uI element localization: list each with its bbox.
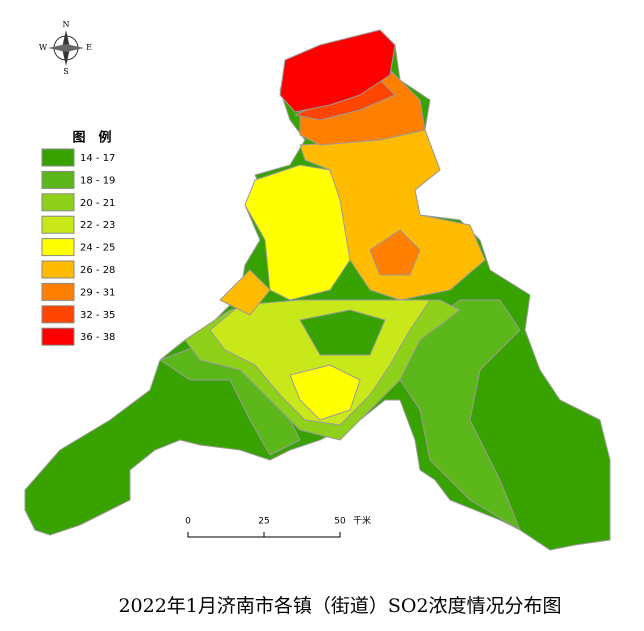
region — [399, 299, 521, 531]
legend-label: 24 - 25 — [80, 243, 115, 254]
map-title: 2022年1月济南市各镇（街道）SO2浓度情况分布图 — [118, 595, 561, 617]
legend-label: 14 - 17 — [80, 153, 115, 164]
legend-swatch — [41, 215, 75, 234]
scale-label: 0 — [185, 517, 191, 527]
legend-swatch — [41, 282, 75, 301]
compass-n: N — [63, 20, 70, 29]
compass-needle — [48, 44, 84, 52]
legend-title: 图 例 — [72, 130, 111, 146]
legend-swatch — [41, 305, 75, 324]
region — [299, 309, 386, 356]
legend-swatch — [41, 238, 75, 257]
region — [219, 269, 271, 316]
legend: 图 例 14 - 17 18 - 19 20 - 21 22 - 23 24 - 25 2… — [41, 130, 115, 346]
legend-swatch — [41, 260, 75, 279]
map — [24, 29, 611, 551]
region — [279, 29, 396, 113]
legend-swatch — [41, 327, 75, 346]
scale-unit: 千米 — [353, 515, 371, 527]
legend-label: 18 - 19 — [80, 175, 115, 186]
region — [299, 129, 486, 301]
compass-e: E — [86, 43, 92, 52]
legend-label: 29 - 31 — [80, 287, 115, 298]
scale-label: 25 — [258, 517, 269, 527]
legend-label: 20 - 21 — [80, 198, 115, 209]
region — [289, 364, 361, 421]
legend-label: 22 - 23 — [80, 220, 115, 231]
scale-bar: 千米 0 25 50 — [185, 515, 371, 538]
legend-label: 32 - 35 — [80, 310, 115, 321]
legend-swatch — [41, 170, 75, 189]
compass-w: W — [39, 43, 48, 52]
scale-label: 50 — [334, 517, 346, 527]
compass: N S W E — [39, 20, 92, 76]
legend-swatch — [41, 148, 75, 167]
legend-swatch — [41, 193, 75, 212]
legend-label: 26 - 28 — [80, 265, 115, 276]
region — [369, 229, 421, 276]
legend-label: 36 - 38 — [80, 332, 115, 343]
compass-s: S — [63, 67, 68, 76]
region — [244, 164, 351, 301]
